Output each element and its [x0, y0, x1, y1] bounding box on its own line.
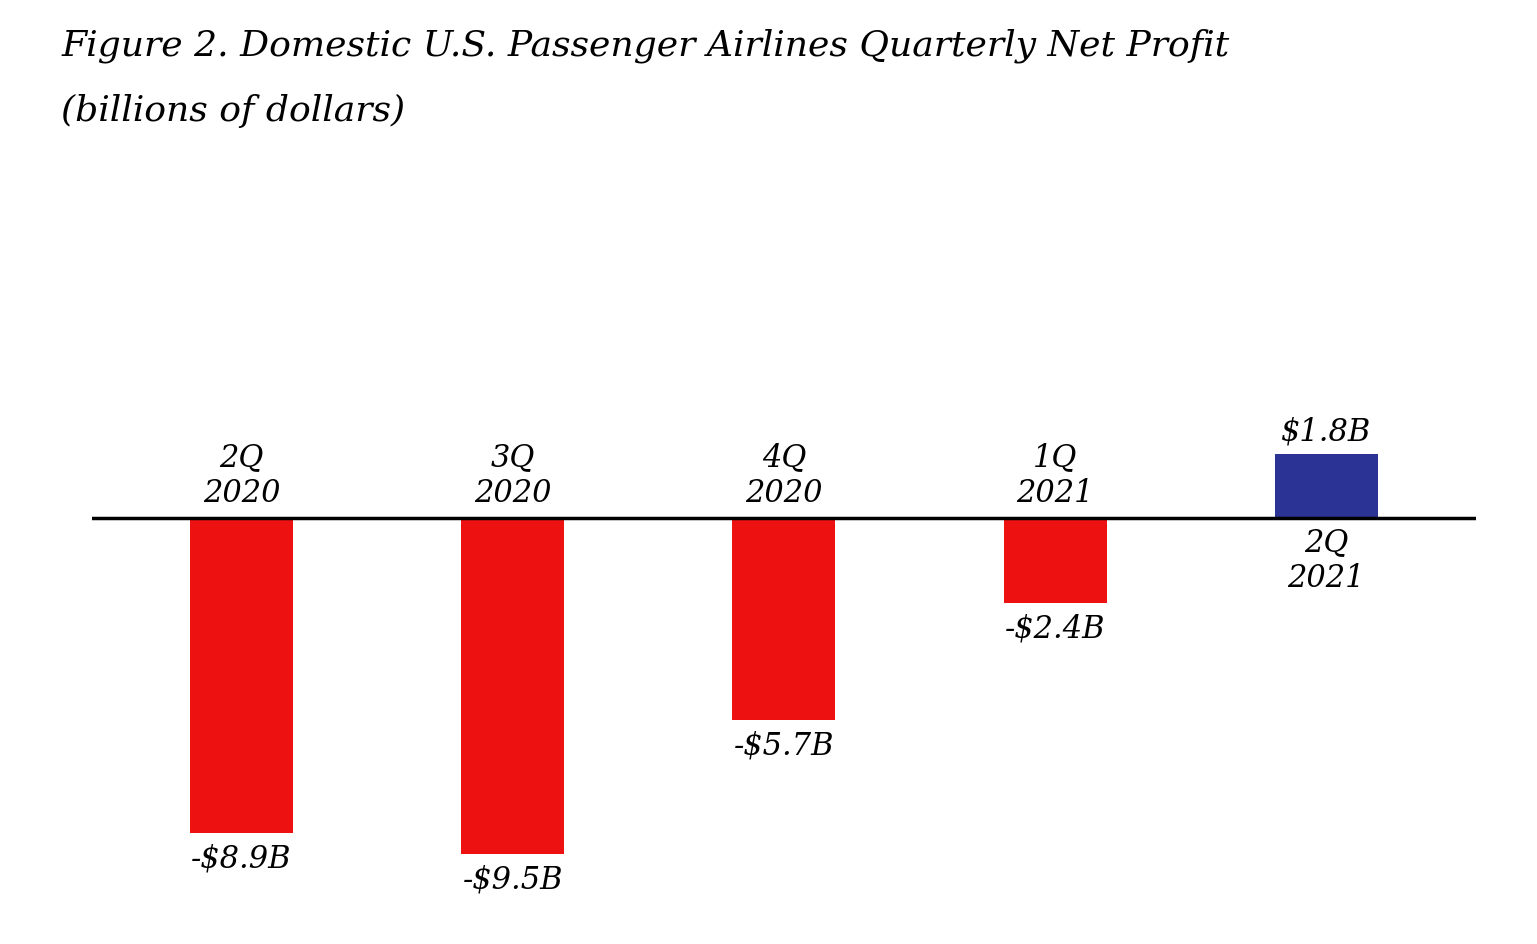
Bar [732, 518, 836, 720]
Text: 3Q
2020: 3Q 2020 [473, 443, 552, 509]
Text: 2Q
2021: 2Q 2021 [1288, 527, 1365, 594]
Bar [1274, 454, 1377, 518]
Text: $1.8B: $1.8B [1282, 416, 1371, 447]
Text: -$2.4B: -$2.4B [1005, 614, 1105, 645]
Text: -$9.5B: -$9.5B [463, 865, 563, 896]
Text: Figure 2. Domestic U.S. Passenger Airlines Quarterly Net Profit: Figure 2. Domestic U.S. Passenger Airlin… [61, 28, 1230, 63]
Bar [461, 518, 564, 854]
Text: -$8.9B: -$8.9B [191, 844, 292, 875]
Text: 1Q
2021: 1Q 2021 [1016, 443, 1094, 509]
Text: -$5.7B: -$5.7B [733, 731, 835, 762]
Text: 2Q
2020: 2Q 2020 [203, 443, 280, 509]
Text: (billions of dollars): (billions of dollars) [61, 94, 406, 128]
Text: 4Q
2020: 4Q 2020 [745, 443, 822, 509]
Bar [191, 518, 294, 834]
Bar [1004, 518, 1107, 603]
